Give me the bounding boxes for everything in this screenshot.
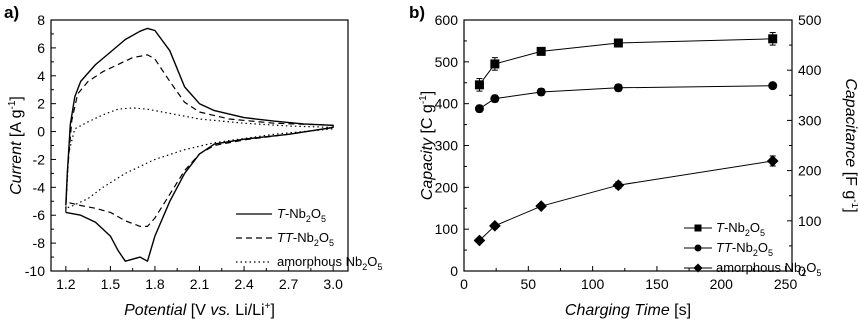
data-point-square [474,80,484,90]
y-tick-label: 6 [37,40,45,56]
y-tick-label: -2 [33,151,46,167]
y2-tick-label: 300 [798,112,822,128]
x-tick-label: 150 [645,276,669,292]
y-tick-label: 0 [450,263,458,279]
data-point-square [768,34,778,44]
x-tick-label: 3.0 [323,276,343,292]
data-point-circle [474,104,484,114]
legend-entry-label: amorphous Nb2O5 [716,260,821,278]
data-point-diamond [535,200,548,213]
legend-marker-square [694,224,702,232]
y-tick-label: 500 [435,54,459,70]
x-tick-label: 50 [521,276,537,292]
y-tick-label: -6 [33,207,46,223]
data-point-diamond [489,219,501,232]
x-tick-label: 2.4 [234,276,254,292]
panel-a-label: a) [4,3,19,22]
data-point-diamond [473,234,486,247]
data-point-diamond [612,179,625,192]
data-point-square [613,38,623,48]
legend-entry-label: TT-Nb2O5 [716,240,773,258]
y2-tick-label: 0 [798,263,806,279]
x-tick-label: 2.7 [279,276,299,292]
legend-entry-label: amorphous Nb2O5 [277,254,382,272]
cv-curve-series-1 [65,54,334,227]
panel-b-capacity-vs-charging-time-chart: b) 0 100 200 300 400 500 600 0 100 200 300 400 500 0 50… [409,3,858,319]
legend-marker-diamond [693,263,703,273]
x-tick-label: 1.2 [56,276,76,292]
panel-b-label: b) [409,3,425,22]
legend-entry-label: T-Nb2O5 [716,220,765,238]
y2-tick-label: 500 [798,12,822,28]
x-axis-label: Charging Time [s] [565,302,691,319]
y-tick-label: 100 [435,221,459,237]
x-tick-label: 0 [460,276,468,292]
data-point-circle [536,87,546,97]
data-point-circle [613,83,623,93]
series-line-0 [478,38,773,86]
y2-tick-label: 200 [798,163,822,179]
y-tick-label: 400 [435,96,459,112]
y-tick-label: -4 [33,179,46,195]
legend-entry-label: TT-Nb2O5 [277,230,334,248]
data-point-circle [768,81,778,91]
y-tick-label: 300 [435,138,459,154]
y-tick-label: 4 [37,68,45,84]
y-tick-label: 600 [435,12,459,28]
y-tick-label: 2 [37,96,45,112]
y-axis-label: Capacity [C g-1] [418,91,436,200]
y-tick-label: -10 [25,263,45,279]
data-point-square [490,59,500,69]
x-tick-label: 100 [581,276,605,292]
y2-axis-label: Capacitance [F g-1] [842,78,858,212]
x-axis-label: Potential [V vs. Li/Li+] [124,301,275,319]
y2-tick-label: 400 [798,62,822,78]
legend-entry-label: T-Nb2O5 [277,206,326,224]
x-tick-label: 250 [774,276,798,292]
data-point-square [536,46,546,56]
cv-curve-series-0 [65,27,334,262]
y2-tick-label: 100 [798,213,822,229]
data-point-diamond [766,155,779,167]
y-tick-label: 200 [435,179,459,195]
panel-a-cyclic-voltammetry-chart: a) -10 -8 -6 -4 -2 0 2 4 6 8 1.2 1.5 1.8 2.1 2.4 2.7 3.0 P… [4,3,382,319]
y-axis-label: Current [A g-1] [7,96,25,195]
x-tick-label: 1.8 [145,276,165,292]
x-tick-label: 200 [710,276,734,292]
x-tick-label: 2.1 [190,276,210,292]
data-point-circle [490,94,500,104]
y-tick-label: 8 [37,12,45,28]
y-tick-label: 0 [37,124,45,140]
y-tick-label: -8 [33,235,46,251]
x-tick-label: 1.5 [101,276,121,292]
series-line-1 [479,85,773,110]
legend-marker-circle [694,244,702,252]
